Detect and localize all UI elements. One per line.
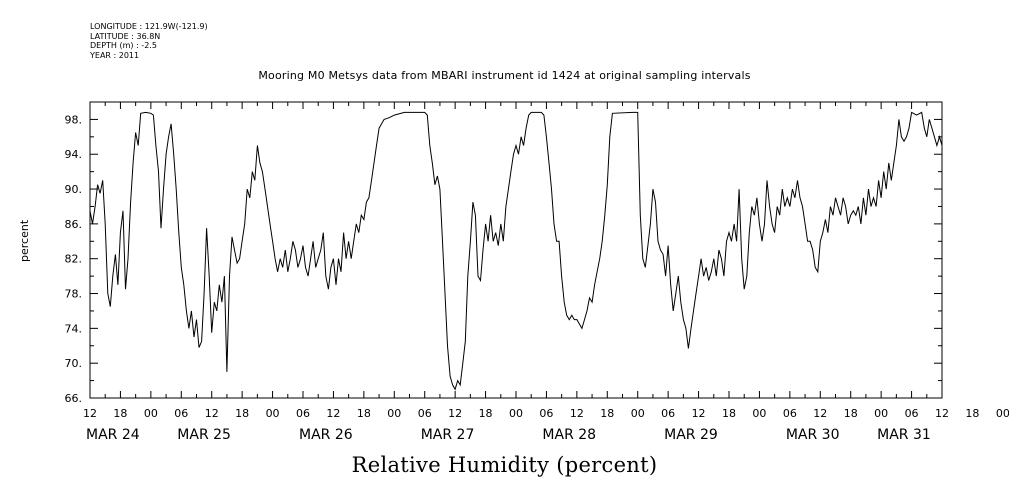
x-date-label: MAR 31 — [877, 427, 931, 443]
longitude-text: LONGITUDE : 121.9W(-121.9) — [90, 22, 208, 31]
year-text: YEAR : 2011 — [90, 50, 140, 60]
x-date-label: MAR 24 — [86, 427, 140, 443]
x-hour-tick-label: 12 — [813, 407, 827, 420]
x-hour-tick-label: 18 — [844, 407, 858, 420]
y-axis-label: percent — [18, 219, 31, 262]
x-hour-tick-label: 18 — [235, 407, 249, 420]
x-hour-tick-label: 06 — [539, 407, 553, 420]
x-date-label: MAR 29 — [664, 427, 718, 443]
y-tick-label: 82. — [65, 253, 83, 266]
x-hour-tick-label: 00 — [144, 407, 158, 420]
plot-title: Mooring M0 Metsys data from MBARI instru… — [258, 69, 751, 82]
y-tick-label: 66. — [65, 392, 83, 405]
x-hour-tick-label: 18 — [965, 407, 979, 420]
y-tick-label: 78. — [65, 288, 83, 301]
x-hour-tick-label: 00 — [996, 407, 1009, 420]
x-hour-tick-label: 06 — [174, 407, 188, 420]
x-hour-tick-label: 12 — [448, 407, 462, 420]
axis-ticks — [89, 101, 943, 399]
x-date-label: MAR 30 — [786, 427, 840, 443]
latitude-text: LATITUDE : 36.8N — [90, 31, 161, 41]
x-hour-tick-label: 12 — [570, 407, 584, 420]
x-hour-tick-label: 12 — [935, 407, 949, 420]
x-hour-tick-label: 06 — [418, 407, 432, 420]
x-axis-label: Relative Humidity (percent) — [351, 453, 658, 477]
y-tick-label: 94. — [65, 148, 83, 161]
x-hour-tick-label: 12 — [326, 407, 340, 420]
y-tick-label: 98. — [65, 113, 83, 126]
x-hour-tick-label: 12 — [205, 407, 219, 420]
x-hour-tick-label: 00 — [752, 407, 766, 420]
x-hour-tick-label: 18 — [722, 407, 736, 420]
x-hour-tick-label: 18 — [479, 407, 493, 420]
x-hour-tick-label: 18 — [113, 407, 127, 420]
x-date-label: MAR 26 — [299, 427, 353, 443]
x-hour-tick-label: 18 — [357, 407, 371, 420]
x-hour-tick-label: 00 — [387, 407, 401, 420]
x-hour-tick-label: 18 — [600, 407, 614, 420]
x-hour-tick-label: 06 — [296, 407, 310, 420]
x-hour-tick-label: 06 — [783, 407, 797, 420]
metadata-block: LONGITUDE : 121.9W(-121.9) LATITUDE : 36… — [90, 22, 208, 60]
depth-text: DEPTH (m) : -2.5 — [90, 41, 157, 50]
y-tick-label: 86. — [65, 218, 83, 231]
axis-tick-labels: 66. 70. 74. 78. 82. 86. 90. 94. 98. 12 18 00 06 12 18 0… — [65, 113, 1009, 443]
x-hour-tick-label: 06 — [661, 407, 675, 420]
x-hour-tick-label: 00 — [509, 407, 523, 420]
x-hour-tick-label: 12 — [83, 407, 97, 420]
x-hour-tick-label: 12 — [692, 407, 706, 420]
x-hour-tick-label: 00 — [874, 407, 888, 420]
x-date-label: MAR 27 — [421, 427, 475, 443]
x-date-label: MAR 28 — [542, 427, 596, 443]
x-hour-tick-label: 00 — [631, 407, 645, 420]
x-date-label: MAR 25 — [177, 427, 231, 443]
y-tick-label: 90. — [65, 183, 83, 196]
series-line — [89, 111, 943, 391]
x-hour-tick-label: 06 — [905, 407, 919, 420]
y-tick-label: 70. — [65, 357, 83, 370]
x-hour-tick-label: 00 — [266, 407, 280, 420]
y-tick-label: 74. — [65, 322, 83, 335]
